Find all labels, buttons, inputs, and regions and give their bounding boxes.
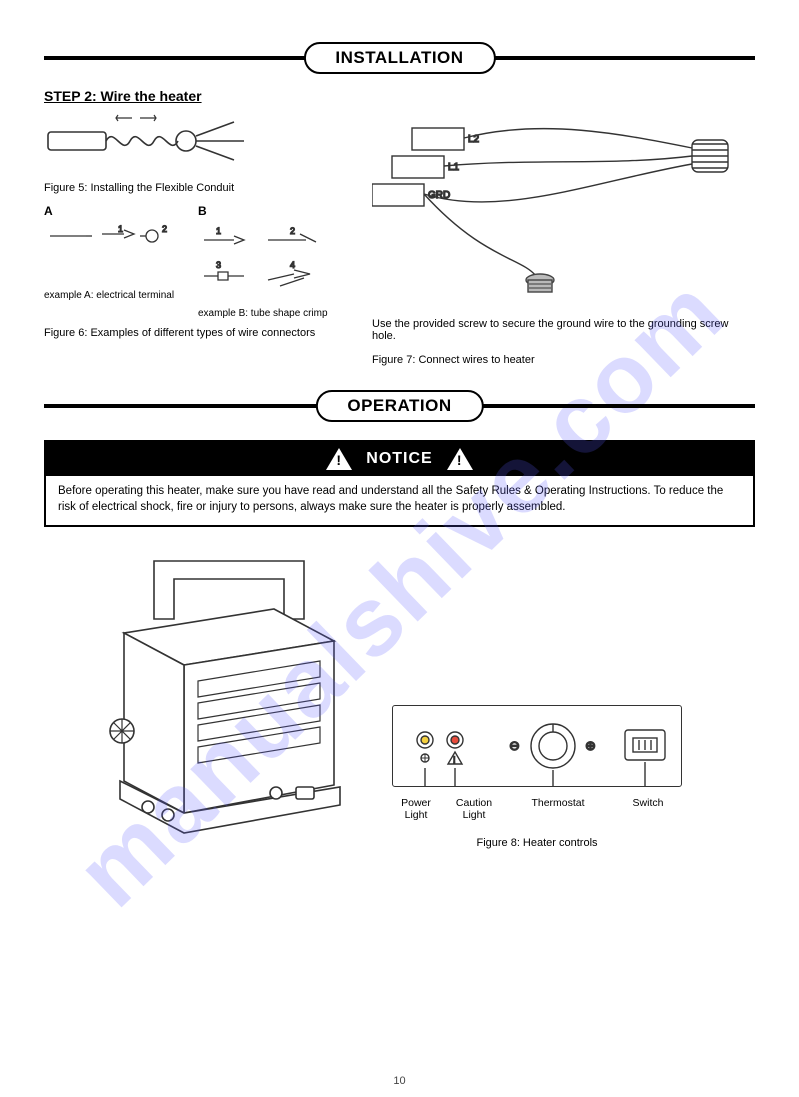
power-light-dot (421, 736, 429, 744)
svg-text:!: ! (453, 755, 456, 765)
fig6-b-title: B (198, 204, 338, 218)
heater-isometric (44, 549, 364, 849)
warning-icon (326, 448, 352, 470)
fig6-a-title: A (44, 204, 176, 218)
svg-text:3: 3 (216, 260, 221, 270)
fig6-a-terminal: 1 2 (44, 224, 176, 284)
figure-5-caption: Figure 5: Installing the Flexible Condui… (44, 182, 354, 194)
svg-text:1: 1 (118, 224, 123, 234)
figure-7-note: Use the provided screw to secure the gro… (372, 318, 755, 342)
svg-text:4: 4 (290, 260, 295, 270)
figure-7-caption: Figure 7: Connect wires to heater (372, 354, 755, 366)
fig6-b-crimp: 1 2 3 4 (198, 224, 338, 302)
caution-light-dot (451, 736, 459, 744)
step-2-title: STEP 2: Wire the heater (44, 88, 755, 104)
operation-title: OPERATION (315, 390, 483, 422)
page-number: 10 (0, 1075, 799, 1087)
switch-label: Switch (616, 797, 680, 821)
notice-box: NOTICE Before operating this heater, mak… (44, 440, 755, 527)
installation-title: INSTALLATION (303, 42, 495, 74)
svg-text:2: 2 (290, 226, 295, 236)
fig6-b-label: example B: tube shape crimp (198, 308, 338, 319)
svg-text:1: 1 (216, 226, 221, 236)
dial-left-icon: ⊖ (509, 738, 520, 753)
control-panel: ! ⊖ ⊕ (392, 705, 682, 787)
thermostat-label: Thermostat (508, 797, 608, 821)
dial-right-icon: ⊕ (585, 738, 596, 753)
figure-8-caption: Figure 8: Heater controls (392, 837, 682, 849)
installation-header: INSTALLATION (44, 36, 755, 80)
power-light-label: Power Light (392, 797, 440, 821)
figure-6-caption: Figure 6: Examples of different types of… (44, 327, 354, 339)
operation-header: OPERATION (44, 384, 755, 428)
notice-title: NOTICE (366, 450, 432, 468)
figure-7-wiring: L2 L1 GRD (372, 108, 732, 308)
caution-light-label: Caution Light (448, 797, 500, 821)
svg-text:2: 2 (162, 224, 167, 234)
fig7-l1-label: L1 (448, 162, 460, 173)
warning-icon (447, 448, 473, 470)
figure-5-conduit (44, 108, 304, 176)
notice-body: Before operating this heater, make sure … (46, 476, 753, 525)
fig6-a-label: example A: electrical terminal (44, 290, 176, 301)
